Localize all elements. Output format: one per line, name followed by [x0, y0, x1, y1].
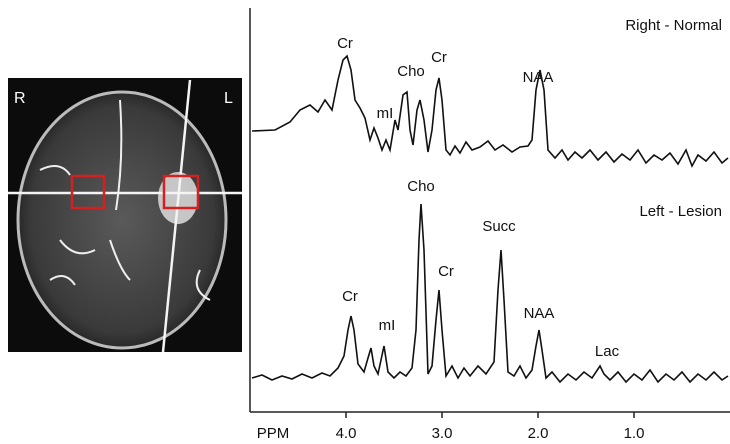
peak-label: Cr: [431, 49, 447, 66]
x-tick-label: 1.0: [624, 425, 645, 442]
spectrum-normal: [251, 54, 729, 168]
peak-label: Succ: [482, 218, 516, 235]
mri-image: R L: [8, 78, 242, 353]
spectrum-title: Right - Normal: [625, 17, 722, 34]
peak-label: mI: [377, 105, 394, 122]
peak-label: Cr: [342, 288, 358, 305]
axis-label: PPM: [257, 425, 290, 442]
peak-label: mI: [379, 317, 396, 334]
spectra-panel: [249, 8, 730, 413]
spectrum-title: Left - Lesion: [639, 203, 722, 220]
peak-label: Cho: [407, 178, 435, 195]
peak-label: Cr: [337, 35, 353, 52]
peak-label: Cho: [397, 63, 425, 80]
peak-label: NAA: [524, 305, 555, 322]
spectrum-lesion: [251, 203, 729, 384]
x-tick-label: 4.0: [336, 425, 357, 442]
image-label: R: [14, 90, 26, 107]
peak-label: Cr: [438, 263, 454, 280]
x-tick-label: 2.0: [528, 425, 549, 442]
peak-label: NAA: [523, 69, 554, 86]
x-tick-label: 3.0: [432, 425, 453, 442]
image-label: L: [224, 90, 233, 107]
peak-label: Lac: [595, 343, 620, 360]
